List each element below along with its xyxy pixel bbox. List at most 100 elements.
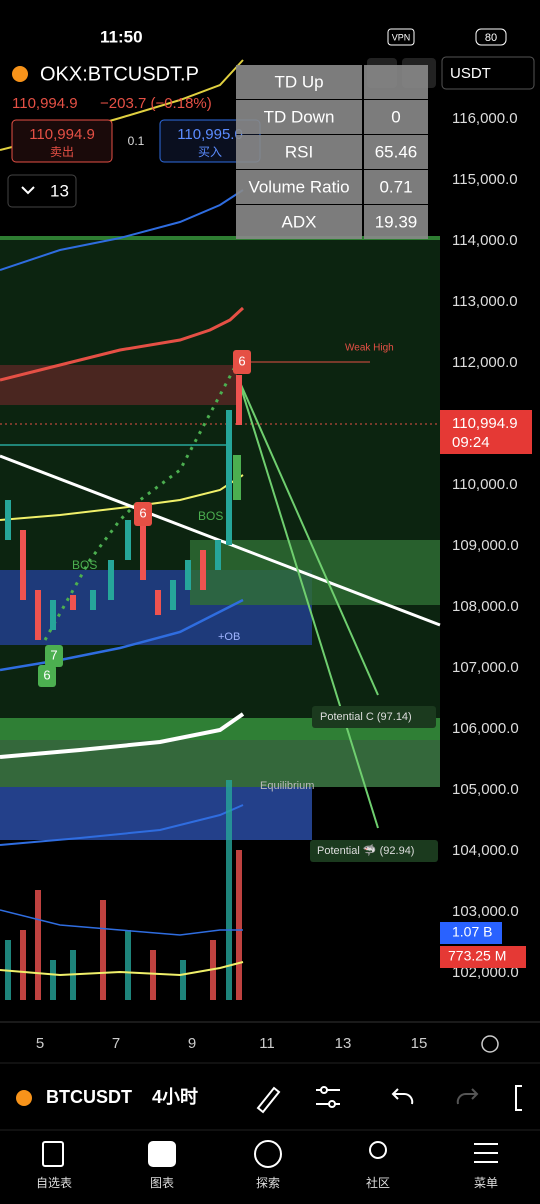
vpn: VPN [392,32,411,42]
annotation: 6 [139,505,146,520]
annotation: 7 [50,647,57,662]
interval-toggle[interactable] [7,174,77,208]
table-cell [364,65,428,99]
label-box [310,840,438,862]
battery: 80 [485,32,497,44]
symbol: OKX:BTCUSDT.P [40,63,199,85]
zone [0,238,440,718]
price-tick-label: 112,000.0 [452,354,518,371]
nav-icon[interactable] [474,1143,498,1163]
buy-label: 买入 [198,145,222,159]
indicator-line [0,909,243,936]
nav-label: 自选表 [36,1176,72,1190]
indicator-line [0,961,244,977]
price-tick-label: 103,000.0 [452,903,519,920]
time-tick-label: 9 [188,1035,196,1052]
projection [237,377,379,696]
table-value: 19.39 [375,212,418,231]
time-tick-label: 5 [36,1035,44,1052]
time-tick-label: 13 [335,1035,352,1052]
indicator-line [0,306,245,382]
zone [0,787,312,840]
nav-icon[interactable] [42,1141,64,1167]
indicator-table: TD Up TD Down 0 RSI 65.46 Volume Ratio 0.71 ADX… [236,65,428,239]
annotation: BOS [198,509,223,523]
price-tick-label: 113,000.0 [452,293,518,310]
table-cell [236,65,362,99]
redo-icon [456,1088,479,1105]
table-cell [364,170,428,204]
undo-icon[interactable] [391,1088,414,1105]
table-value: 65.46 [375,142,418,161]
chevron [21,186,35,195]
time-axis: 5 7 9 11 13 15 [36,1035,428,1052]
price: 110,994.9 [12,95,78,112]
nav-icon[interactable] [148,1141,176,1167]
indicator-icon[interactable] [316,1086,340,1108]
table-cell [364,135,428,169]
price-tick-label: 116,000.0 [452,110,518,127]
zone [0,740,440,787]
table-cell [236,170,362,204]
zone [0,236,440,240]
sell-price: 110,994.9 [29,126,95,143]
time-tick-label: 15 [411,1035,428,1052]
table-cell [236,205,362,239]
table-label: TD Up [274,72,323,91]
status-time: 11:50 [100,27,143,46]
nav: 自选表 图表 探索 社区 菜单 [36,1175,498,1190]
indicator-line [0,189,244,271]
buy-price: 110,995.0 [177,126,243,143]
table-label: RSI [285,142,313,161]
nav-icon[interactable] [254,1140,282,1168]
nav-label: 探索 [256,1176,280,1190]
price-tick-label: 115,000.0 [452,171,518,188]
table-value: 0 [391,107,400,126]
sell-button[interactable] [11,119,113,163]
price-tick-label: 114,000.0 [452,232,518,249]
indicator-line [0,598,244,672]
annotation: +OB [218,631,240,643]
coin-icon [12,66,28,82]
vpn-box [387,28,415,46]
label-box [312,706,436,728]
draw-icon[interactable] [256,1086,281,1114]
volume-tag [440,946,526,968]
annotation: Potential 🦈 (92.94) [317,844,414,857]
badge [233,350,251,374]
time-tick-label: 7 [112,1035,120,1052]
currency-select[interactable] [441,56,535,90]
countdown: 09:24 [452,434,490,451]
sell-label: 卖出 [50,145,74,159]
change: −203.7 (−0.18%) [100,95,212,112]
toolbar-symbol[interactable]: BTCUSDT [46,1087,132,1107]
projection [237,377,379,829]
annotation: 6 [238,353,245,368]
badge [38,665,56,687]
price-tick-label: 109,000.0 [452,537,519,554]
volume-label: 773.25 M [448,948,506,964]
toolbar-interval[interactable]: 4小时 [152,1087,198,1107]
annotation: Weak High [345,343,394,354]
badge [134,502,152,526]
settings-icon[interactable] [481,1035,499,1053]
current-price-tag [440,410,532,454]
coin-icon [16,1090,32,1106]
nav-icon[interactable] [369,1141,387,1159]
zone [190,540,440,605]
annotation: Equilibrium [260,780,314,792]
price-tick-label: 108,000.0 [452,598,519,615]
current-price: 110,994.9 [452,415,518,432]
expand-icon[interactable] [515,1085,522,1111]
nav-label: 社区 [366,1175,390,1190]
price-tick-label: 104,000.0 [452,842,519,859]
badge [45,645,63,667]
interval-count: 13 [50,181,69,200]
volume-tag [440,922,502,944]
battery-box [475,28,507,46]
price-axis: 116,000.0 115,000.0 114,000.0 113,000.0 112,… [452,110,519,981]
price-tick-label: 110,000.0 [452,476,518,493]
annotation: BOS [72,558,97,572]
